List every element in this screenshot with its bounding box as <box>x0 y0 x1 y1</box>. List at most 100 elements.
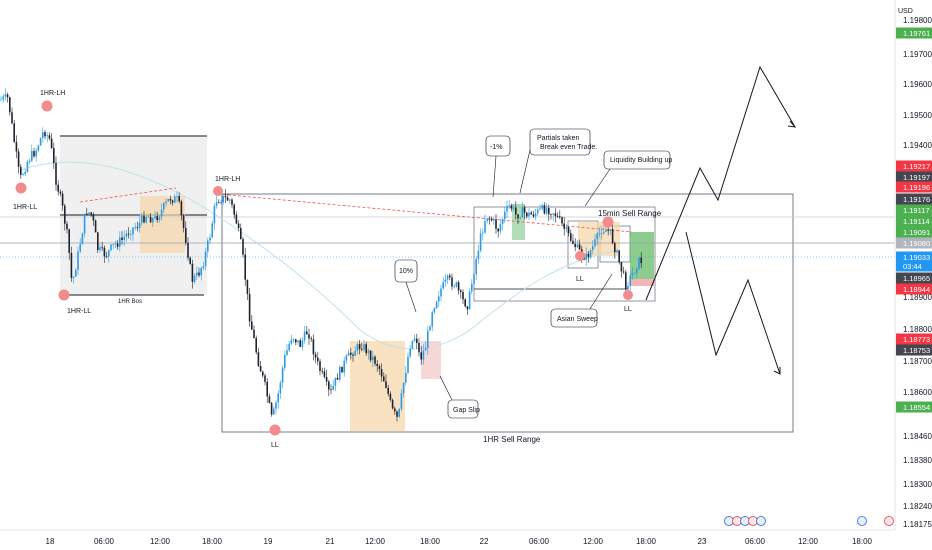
candle-body <box>431 312 433 327</box>
svg-text:1.19114: 1.19114 <box>903 217 930 226</box>
y-tick-label: 1.18900 <box>903 293 932 302</box>
candle-body <box>116 243 119 247</box>
candle-body <box>493 219 495 221</box>
candle-body <box>587 253 590 258</box>
candle-body <box>611 229 614 244</box>
candle-body <box>211 223 213 238</box>
candle-body <box>466 306 469 310</box>
candle-body <box>636 268 638 273</box>
candle-body <box>453 286 455 288</box>
candle-body <box>394 408 396 412</box>
candle-body <box>77 251 79 270</box>
candle-body <box>501 219 504 225</box>
candle-body <box>594 239 596 247</box>
candle-body <box>92 214 95 221</box>
svg-text:1.19117: 1.19117 <box>903 206 930 215</box>
x-tick-label: 12:00 <box>365 537 386 546</box>
candle-body <box>398 408 400 417</box>
candle-body <box>0 99 2 101</box>
y-tick-label: 1.18800 <box>903 325 932 334</box>
label-1hr-ll-top: 1HR-LL <box>13 204 37 211</box>
price-tag: 1.19176 <box>896 193 932 205</box>
candle-body <box>567 227 570 234</box>
price-tag: 1.19217 <box>896 160 932 172</box>
candle-body <box>50 138 53 149</box>
candle-body <box>570 233 572 241</box>
candle-body <box>363 344 365 350</box>
candle-body <box>479 233 482 251</box>
y-tick-label: 1.19500 <box>903 111 932 120</box>
candle-body <box>420 352 422 360</box>
candle-body <box>176 196 178 197</box>
candle-body <box>367 350 370 354</box>
candle-body <box>618 250 620 263</box>
candle-body <box>561 217 563 224</box>
candle-body <box>17 151 20 167</box>
price-tag: 1.18554 <box>896 401 932 413</box>
x-tick-label: 23 <box>698 537 707 546</box>
candle-body <box>510 205 513 209</box>
candle-body <box>306 331 308 335</box>
candle-body <box>130 234 132 236</box>
zones <box>140 196 654 431</box>
price-tag: 1.19196 <box>896 181 932 193</box>
candle-body <box>446 275 449 280</box>
candle-body <box>253 329 255 339</box>
svg-text:1.18944: 1.18944 <box>903 285 930 294</box>
candle-body <box>508 205 510 207</box>
candle-body <box>339 366 341 380</box>
candle-body <box>42 132 44 139</box>
candle-body <box>251 321 253 330</box>
candle-body <box>541 205 543 209</box>
economic-event-icons[interactable] <box>724 516 894 526</box>
candle-body <box>356 344 359 351</box>
candle-body <box>48 135 51 139</box>
candle-body <box>358 344 361 350</box>
candle-body <box>462 292 464 300</box>
svg-text:1.18554: 1.18554 <box>903 403 930 412</box>
candle-body <box>70 252 73 278</box>
candle-body <box>616 250 618 253</box>
candle-body <box>473 274 475 284</box>
candle-body <box>323 371 326 377</box>
price-tag: 03:44 <box>896 260 932 272</box>
price-tag: 1.18965 <box>896 272 932 284</box>
candle-body <box>209 237 211 241</box>
candle-body <box>609 229 612 231</box>
candle-body <box>592 246 594 251</box>
price-tag: 1.19080 <box>896 237 932 249</box>
candle-body <box>319 361 321 371</box>
candle-body <box>317 357 319 362</box>
candle-body <box>53 148 55 164</box>
candle-body <box>332 385 334 390</box>
candle-body <box>347 352 350 356</box>
label-1hr-sell-range: 1HR Sell Range <box>483 435 541 444</box>
candle-body <box>198 272 200 276</box>
candle-body <box>167 199 169 202</box>
candle-body <box>455 282 458 287</box>
candle-body <box>343 360 345 373</box>
candle-body <box>556 216 559 217</box>
svg-text:1.19217: 1.19217 <box>903 162 930 171</box>
candle-body <box>336 377 339 380</box>
candle-body <box>550 214 552 216</box>
candle-body <box>284 355 286 368</box>
price-tag: 1.19197 <box>896 171 932 183</box>
candle-body <box>354 350 356 356</box>
candle-body <box>521 207 524 218</box>
candle-body <box>554 213 557 217</box>
swing-markers <box>15 100 633 436</box>
candle-body <box>119 237 121 247</box>
candle-body <box>13 123 15 142</box>
candle-body <box>231 199 233 205</box>
candle-body <box>134 227 136 229</box>
candle-body <box>350 352 352 355</box>
candle-body <box>345 355 348 361</box>
svg-text:1.19176: 1.19176 <box>903 195 930 204</box>
time-axis: 18 06:00 12:00 18:00 19 21 12:00 18:00 22 06:00 12… <box>0 529 932 550</box>
candle-body <box>325 376 328 382</box>
candle-body <box>528 212 530 217</box>
svg-text:1.18753: 1.18753 <box>903 346 930 355</box>
x-tick-label: 22 <box>480 537 489 546</box>
